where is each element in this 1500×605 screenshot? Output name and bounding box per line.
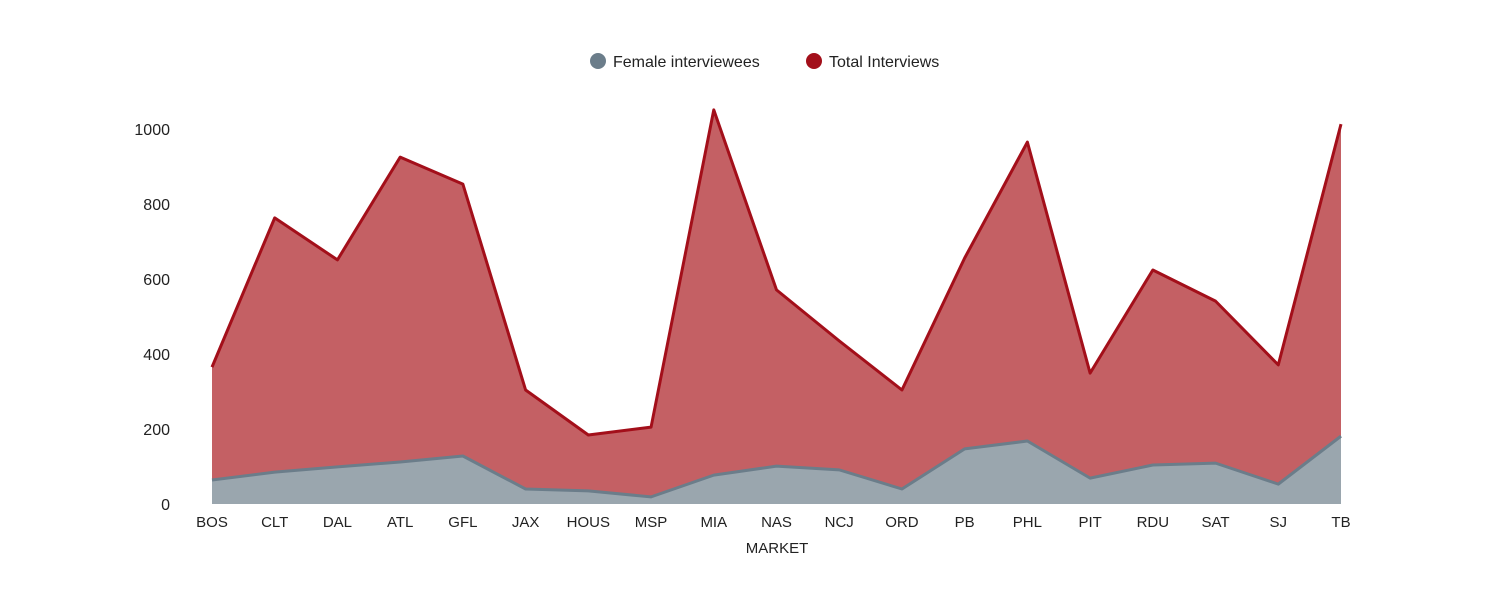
x-tick-label: CLT — [261, 514, 288, 531]
y-tick-label: 400 — [143, 347, 170, 364]
y-tick-label: 0 — [161, 497, 170, 514]
line-female — [211, 434, 1342, 499]
legend-label-female: Female interviewees — [613, 54, 760, 71]
x-tick-label: ORD — [885, 514, 919, 531]
x-tick-label: RDU — [1137, 514, 1170, 531]
x-tick-label: PHL — [1013, 514, 1042, 531]
x-tick-label: MIA — [700, 514, 727, 531]
y-tick-label: 200 — [143, 422, 170, 439]
x-axis-label: MARKET — [746, 540, 809, 557]
x-tick-label: PB — [955, 514, 975, 531]
y-tick-label: 600 — [143, 272, 170, 289]
legend-marker-total — [806, 53, 822, 69]
x-tick-label: ATL — [387, 514, 413, 531]
x-tick-label: GFL — [448, 514, 477, 531]
legend-label-total: Total Interviews — [829, 54, 939, 71]
x-tick-label: SJ — [1270, 514, 1288, 531]
area-female — [212, 436, 1341, 504]
x-tick-label: TB — [1331, 514, 1350, 531]
x-tick-label: SAT — [1202, 514, 1230, 531]
line-total — [210, 108, 1343, 437]
y-tick-label: 1000 — [134, 122, 170, 139]
x-tick-label: JAX — [512, 514, 540, 531]
x-tick-label: PIT — [1078, 514, 1101, 531]
x-tick-label: NCJ — [825, 514, 854, 531]
legend: Female interviewees Total Interviews — [590, 53, 939, 71]
x-tick-label: DAL — [323, 514, 352, 531]
x-tick-label: MSP — [635, 514, 668, 531]
x-tick-label: NAS — [761, 514, 792, 531]
y-tick-label: 800 — [143, 197, 170, 214]
x-tick-label: HOUS — [567, 514, 610, 531]
legend-marker-female — [590, 53, 606, 69]
area-total — [212, 109, 1341, 504]
x-tick-label: BOS — [196, 514, 228, 531]
